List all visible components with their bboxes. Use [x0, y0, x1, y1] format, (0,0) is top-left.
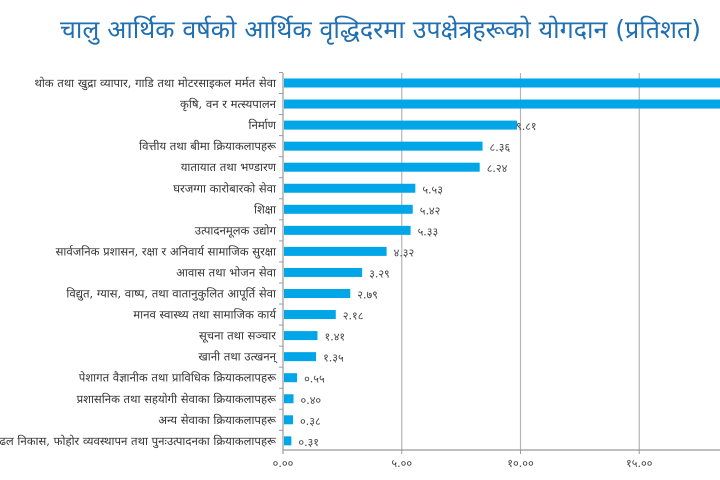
- bar: [284, 141, 483, 151]
- category-label: पेशागत वैज्ञानीक तथा प्राविधिक क्रियाकला…: [79, 371, 277, 385]
- bar: [284, 78, 720, 88]
- category-label: वित्तीय तथा बीमा क्रियाकलापहरू: [139, 139, 277, 153]
- bar: [284, 162, 480, 172]
- bar: [284, 246, 387, 256]
- data-label: ०.३१: [298, 436, 319, 449]
- bar: [284, 225, 411, 235]
- x-tick-label: ५.००: [391, 457, 412, 470]
- data-label: ५.३३: [418, 225, 439, 238]
- bar: [284, 120, 517, 130]
- category-label: घरजग्गा कारोबारको सेवा: [173, 181, 277, 195]
- data-label: १.४१: [324, 331, 345, 344]
- data-label: ०.५५: [304, 373, 325, 386]
- bar: [284, 373, 298, 383]
- bar: [284, 415, 294, 425]
- data-label: १.३५: [323, 352, 344, 365]
- chart-title: चालु आर्थिक वर्षको आर्थिक वृद्धिदरमा उपक…: [60, 15, 702, 44]
- bar: [284, 99, 720, 109]
- bar: [284, 352, 317, 362]
- category-label: प्रशासनिक तथा सहयोगी सेवाका क्रियाकलापहर…: [77, 392, 277, 406]
- category-label: निर्माण: [248, 118, 276, 132]
- bar: [284, 331, 318, 341]
- data-label: ०.३८: [300, 415, 321, 428]
- data-label: ५.४२: [420, 204, 441, 217]
- bar: [284, 267, 363, 277]
- category-label: विद्युत, ग्यास, वाष्प, तथा वातानुकुलित आ…: [66, 287, 277, 302]
- bar: [284, 289, 351, 298]
- data-label: ८.३६: [490, 141, 511, 154]
- bar: [284, 394, 294, 404]
- x-tick-label: १०.००: [507, 457, 534, 470]
- data-label: ८.२४: [487, 162, 508, 175]
- data-label: ५.५३: [422, 183, 443, 196]
- data-label: ३.२९: [369, 267, 390, 280]
- category-label: आवास तथा भोजन सेवा: [176, 265, 277, 279]
- bar: [284, 310, 336, 320]
- category-label: खानी तथा उत्खनन्: [198, 350, 278, 364]
- category-label: अन्य सेवाका क्रियाकलापहरू: [158, 413, 277, 427]
- category-label: सूचना तथा सञ्चार: [199, 329, 276, 344]
- x-tick-label: १५.००: [626, 457, 653, 470]
- data-label: २.१८: [343, 310, 364, 323]
- category-label: ढल निकास, फोहोर व्यवस्थापन तथा पुनःउत्पा…: [0, 434, 277, 449]
- category-label: उत्पादनमूलक उद्योग: [195, 223, 277, 238]
- category-label: कृषि, वन र मत्स्यपालन: [180, 97, 277, 112]
- category-label: मानव स्वास्थ्य तथा सामाजिक कार्य: [133, 308, 277, 322]
- category-label: यातायात तथा भण्डारण: [181, 160, 277, 174]
- category-label: शिक्षा: [254, 202, 277, 216]
- x-tick-label: ०.००: [273, 457, 294, 470]
- data-label: ०.४०: [301, 394, 322, 407]
- data-label: ४.३२: [394, 246, 415, 259]
- bar: [284, 183, 416, 193]
- data-label: ९.८१: [516, 120, 537, 133]
- bar: [284, 436, 292, 446]
- bar: [284, 204, 413, 214]
- category-label: सार्वजनिक प्रशासन, रक्षा र अनिवार्य सामा…: [56, 244, 277, 259]
- data-label: २.७९: [357, 289, 378, 302]
- category-label: थोक तथा खुद्रा व्यापार, गाडि तथा मोटरसाइ…: [34, 76, 277, 91]
